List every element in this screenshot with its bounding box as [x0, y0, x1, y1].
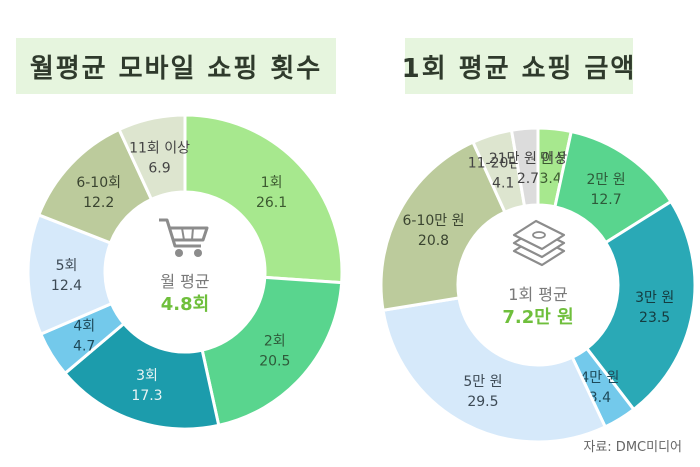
shopping-cart-icon: [159, 218, 209, 257]
center-label-amount: 1회 평균: [508, 285, 567, 304]
slice-value-monthly-1: 20.5: [259, 353, 290, 369]
slice-value-amount-5: 20.8: [418, 233, 449, 249]
chart-title-avg-amount: 1회 평균 쇼핑 금액: [402, 38, 634, 94]
slice-label-monthly-4: 5회: [56, 258, 78, 274]
donut-center-monthly: [106, 193, 264, 351]
center-value-amount: 7.2만 원: [502, 307, 573, 328]
slice-label-amount-2: 3만 원: [635, 290, 674, 306]
slice-value-monthly-4: 12.4: [51, 278, 82, 294]
slice-label-amount-5: 6-10만 원: [403, 213, 465, 229]
slice-value-amount-0: 3.4: [539, 171, 561, 187]
slice-monthly-6: [117, 113, 187, 202]
slice-monthly-2: [62, 321, 221, 431]
slice-label-monthly-2: 3회: [136, 368, 158, 384]
donut-center-amount: [459, 206, 617, 364]
chart-title-monthly-count: 월평균 모바일 쇼핑 횟수: [16, 38, 336, 94]
slice-amount-7: [509, 126, 540, 208]
slice-value-monthly-6: 6.9: [148, 160, 170, 176]
slice-amount-4: [381, 296, 608, 444]
slice-label-amount-4: 5만 원: [463, 374, 502, 390]
center-value-monthly: 4.8회: [161, 294, 209, 315]
slice-label-amount-0: 1만 원: [531, 151, 570, 167]
donut-amount: 1만 원3.4 2만 원12.73만 원23.54만 원3.45만 원29.56-…: [379, 126, 697, 444]
slice-value-amount-4: 29.5: [467, 394, 498, 410]
slice-monthly-0: [183, 113, 344, 285]
slice-value-monthly-0: 26.1: [256, 195, 287, 211]
slice-value-amount-6: 4.1: [492, 176, 514, 192]
center-label-monthly: 월 평균: [160, 272, 209, 291]
slice-label-amount-1: 2만 원: [587, 172, 626, 188]
slice-label-monthly-0: 1회: [261, 175, 283, 191]
source-note: 자료: DMC미디어: [583, 440, 682, 455]
slice-amount-5: [379, 140, 507, 312]
donut-monthly: 1회 26.1 2회 20.5 3회 17.3 4회 4.7 5회 12.4 6-10회 12.2 11…: [26, 113, 344, 431]
slice-value-amount-2: 23.5: [639, 310, 670, 326]
slice-label-monthly-3: 4회: [73, 318, 95, 334]
slice-label-amount-7: 21만 원 이상: [489, 151, 567, 167]
slice-label-monthly-1: 2회: [264, 333, 286, 349]
slice-value-amount-1: 12.7: [590, 192, 621, 208]
slice-amount-2: [584, 199, 697, 412]
slice-value-monthly-2: 17.3: [131, 388, 162, 404]
slice-value-amount-7: 2.7: [517, 171, 539, 187]
money-stack-icon: [512, 219, 566, 267]
slice-monthly-1: [200, 275, 344, 428]
slice-label-monthly-6: 11회 이상: [129, 140, 190, 156]
slice-value-monthly-5: 12.2: [83, 195, 114, 211]
slice-value-monthly-3: 4.7: [73, 338, 95, 354]
slice-label-monthly-5: 6-10회: [76, 175, 121, 191]
slice-label-amount-3: 4만 원: [580, 370, 619, 386]
